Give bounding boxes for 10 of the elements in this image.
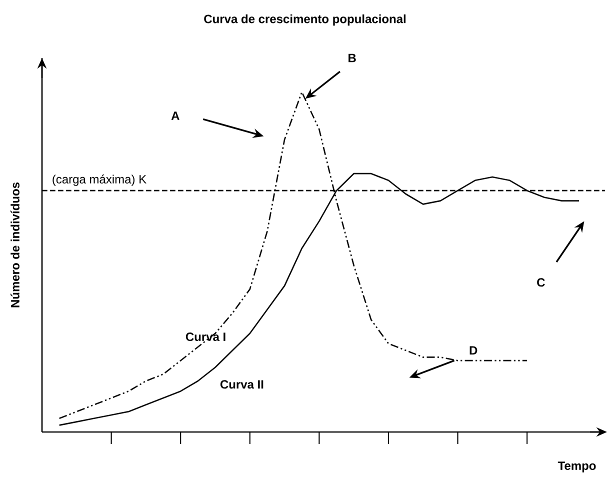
annotation: A: [171, 112, 180, 120]
y-axis-title: Número de indivíduos: [10, 182, 20, 308]
x-axis-title: Tempo: [558, 462, 596, 472]
ref-line-label: (carga máxima) K: [52, 174, 146, 186]
series-label: Curva II: [220, 380, 264, 389]
annotation: D: [470, 346, 478, 355]
annotation: C: [537, 278, 545, 287]
series-label: Curva I: [186, 332, 226, 342]
text: B: [348, 54, 356, 62]
chart-title: Curva de crescimento populacional: [204, 14, 406, 26]
